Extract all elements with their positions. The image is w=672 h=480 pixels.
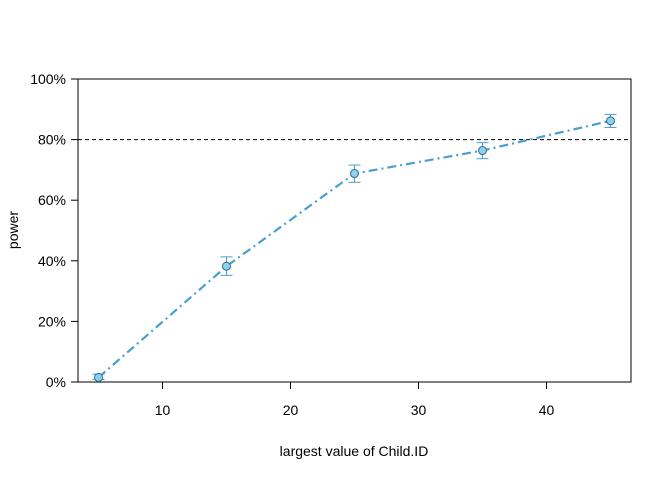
data-point (478, 146, 488, 156)
y-axis: 0% 20% 40% 60% 80% 100% (30, 71, 78, 390)
plot-frame (77, 78, 632, 383)
y-tick-label: 0% (46, 374, 66, 390)
y-tick-label: 20% (38, 313, 66, 329)
x-tick-label: 30 (411, 402, 427, 418)
power-line (97, 119, 611, 379)
x-axis-title: largest value of Child.ID (280, 443, 429, 459)
y-tick-label: 100% (30, 71, 66, 87)
x-axis: 10 20 30 40 (155, 382, 555, 418)
y-tick-label: 80% (38, 132, 66, 148)
y-tick-label: 40% (38, 253, 66, 269)
series-layer (92, 113, 617, 382)
data-point (350, 169, 359, 179)
data-point (606, 116, 616, 126)
x-tick-label: 10 (155, 402, 171, 418)
x-tick-label: 20 (283, 402, 299, 418)
y-axis-title: power (5, 211, 21, 249)
data-point (221, 261, 231, 271)
y-tick-label: 60% (38, 192, 66, 208)
x-tick-label: 40 (539, 402, 555, 418)
data-point (93, 372, 103, 382)
